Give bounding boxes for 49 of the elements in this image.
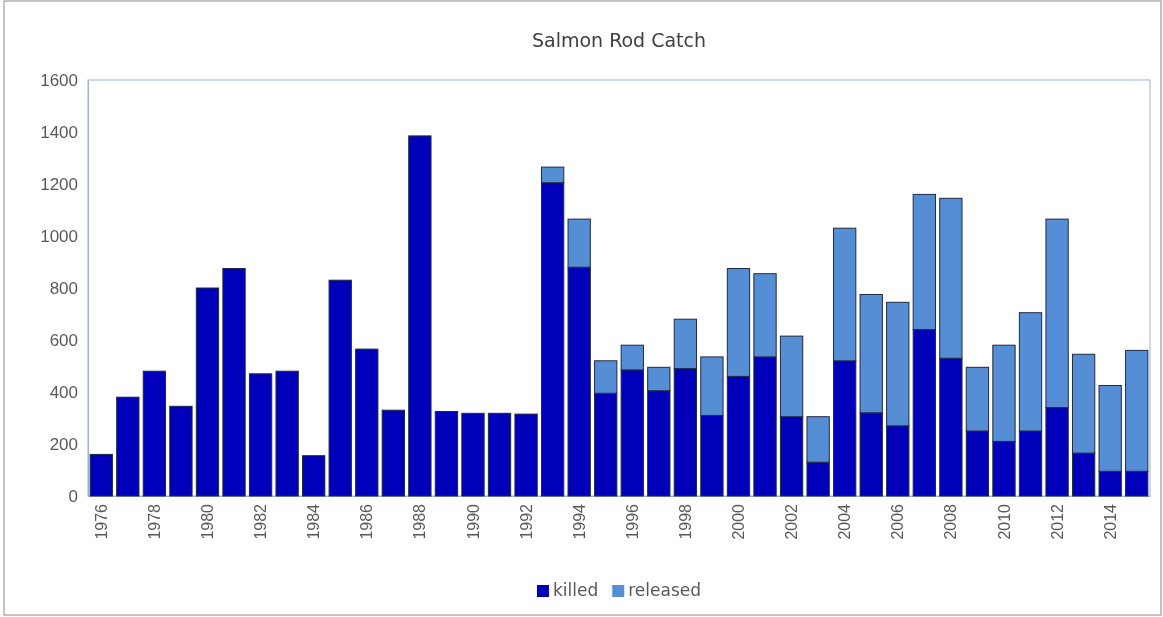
bar [461, 412, 485, 497]
x-tick-label: 1980 [199, 503, 217, 540]
y-tick-label: 800 [49, 278, 78, 298]
chart-title: Salmon Rod Catch [531, 29, 707, 51]
x-tick-label: 2000 [730, 503, 748, 540]
y-tick-label: 200 [49, 434, 78, 454]
y-tick-label: 400 [49, 382, 78, 402]
bar [434, 411, 459, 497]
x-tick-label: 1986 [358, 503, 376, 540]
y-tick-label: 600 [49, 330, 78, 350]
y-tick-label: 1600 [40, 70, 78, 90]
x-tick-label: 2012 [1048, 503, 1066, 540]
x-tick-label: 2004 [836, 503, 854, 540]
x-tick-label: 1996 [623, 503, 641, 540]
bar [222, 268, 246, 497]
x-tick-label: 1984 [305, 503, 323, 540]
bar [514, 413, 538, 497]
bar [195, 287, 220, 497]
x-tick-label: 2010 [995, 503, 1013, 540]
x-tick-label: 2002 [783, 503, 801, 540]
bar [487, 412, 512, 497]
x-tick-label: 1998 [676, 503, 694, 540]
x-tick-label: 2008 [942, 503, 960, 540]
y-tick-label: 1400 [40, 122, 78, 142]
bar [169, 405, 193, 497]
x-tick-label: 1992 [517, 503, 535, 540]
y-tick-label: 0 [68, 486, 78, 506]
bar [116, 396, 140, 497]
bar [355, 348, 379, 497]
bar [142, 370, 167, 497]
x-tick-label: 1978 [145, 503, 163, 540]
x-tick-label: 2014 [1101, 503, 1119, 540]
bar [328, 279, 352, 497]
x-tick-label: 1982 [252, 503, 270, 540]
x-tick-label: 1988 [411, 503, 429, 540]
bar [381, 409, 405, 497]
bar [89, 453, 113, 497]
x-tick-label: 1976 [92, 503, 110, 540]
legend-label: released [628, 580, 702, 600]
x-tick-label: 1994 [570, 503, 588, 540]
y-tick-label: 1000 [40, 226, 78, 246]
y-tick-label: 1200 [40, 174, 78, 194]
legend-label: killed [552, 580, 599, 600]
bar [302, 455, 326, 497]
bar [275, 370, 299, 497]
bar [408, 135, 432, 497]
x-tick-label: 2006 [889, 503, 907, 540]
x-tick-label: 1990 [464, 503, 482, 540]
bar [248, 373, 273, 497]
